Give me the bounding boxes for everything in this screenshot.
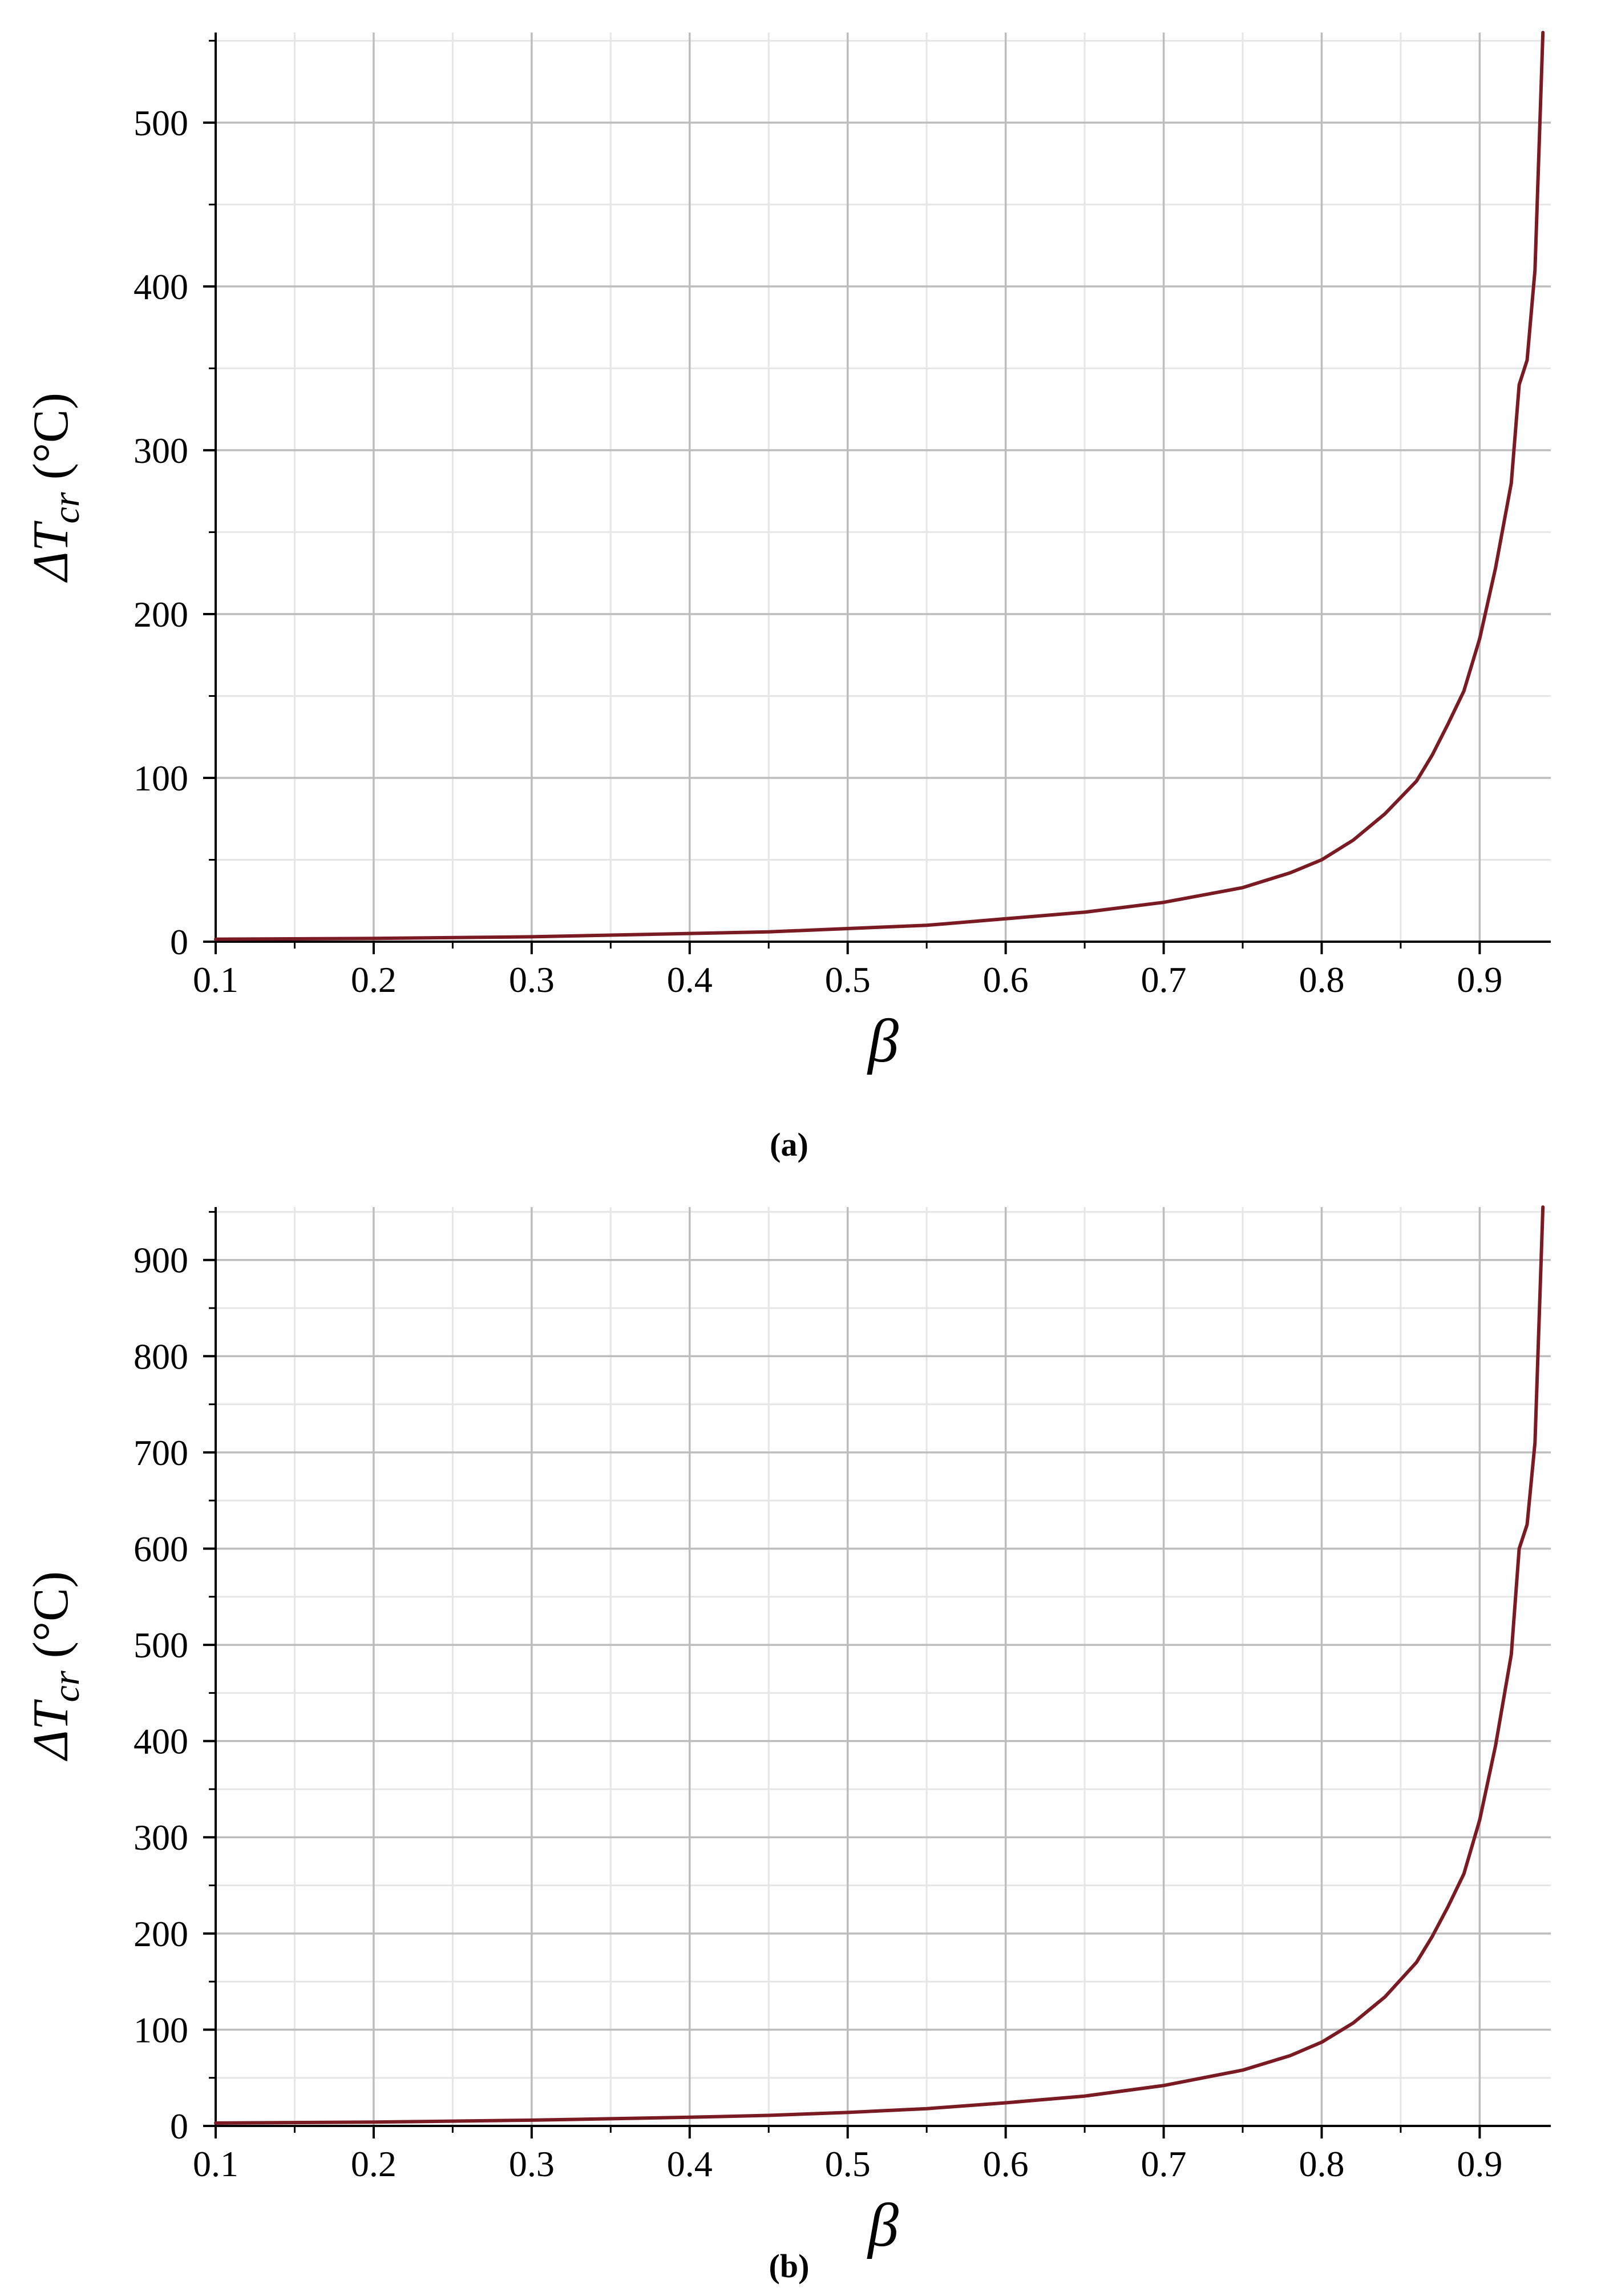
plot-area	[216, 33, 1551, 942]
x-tick-label: 0.1	[193, 959, 238, 1000]
y-tick-label: 100	[134, 2009, 188, 2050]
x-tick-label: 0.9	[1457, 959, 1502, 1000]
y-tick-label: 400	[134, 1721, 188, 1762]
y-tick-label: 300	[134, 1817, 188, 1858]
y-tick-label: 200	[134, 594, 188, 635]
x-tick-label: 0.5	[825, 959, 871, 1000]
chart-panel-b: 0.1 0.2 0.3 0.4 0.5 0.6 0.7 0.8 0.9 0 100 200 300 400…	[23, 1205, 1551, 2285]
x-tick-label: 0.8	[1299, 959, 1344, 1000]
x-tick-label: 0.6	[983, 959, 1029, 1000]
x-tick-label: 0.2	[351, 2144, 397, 2184]
panel-label: (b)	[769, 2247, 810, 2285]
series-line	[214, 31, 1545, 941]
chart-panel-a: 0.1 0.2 0.3 0.4 0.5 0.6 0.7 0.8 0.9 0 100 200 300 400…	[23, 31, 1551, 1163]
x-tick-label: 0.4	[667, 959, 713, 1000]
x-tick-label: 0.9	[1457, 2144, 1502, 2184]
x-axis-title: β	[867, 2192, 899, 2259]
x-tick-label: 0.3	[509, 959, 555, 1000]
y-tick-label: 400	[134, 267, 188, 307]
x-tick-label: 0.2	[351, 959, 397, 1000]
x-tick-label: 0.4	[667, 2144, 713, 2184]
y-tick-label: 700	[134, 1433, 188, 1473]
y-axis-title: ΔTcr (°C)	[23, 393, 87, 583]
y-tick-label: 200	[134, 1914, 188, 1954]
x-tick-label: 0.7	[1141, 2144, 1187, 2184]
y-tick-label: 300	[134, 430, 188, 471]
y-axis-title: ΔTcr (°C)	[23, 1571, 87, 1761]
series-line	[214, 1205, 1545, 2125]
y-tick-label: 500	[134, 1625, 188, 1665]
y-tick-label: 0	[170, 922, 188, 962]
x-axis-title: β	[867, 1007, 899, 1075]
x-tick-label: 0.7	[1141, 959, 1187, 1000]
y-tick-label: 600	[134, 1528, 188, 1569]
x-tick-label: 0.5	[825, 2144, 871, 2184]
y-tick-label: 0	[170, 2106, 188, 2146]
y-tick-label: 900	[134, 1240, 188, 1281]
x-tick-label: 0.6	[983, 2144, 1029, 2184]
plot-area	[216, 1207, 1551, 2126]
x-tick-label: 0.8	[1299, 2144, 1344, 2184]
x-tick-label: 0.1	[193, 2144, 238, 2184]
y-tick-label: 500	[134, 103, 188, 143]
y-tick-label: 800	[134, 1336, 188, 1377]
panel-label: (a)	[770, 1126, 808, 1163]
x-tick-label: 0.3	[509, 2144, 555, 2184]
y-tick-label: 100	[134, 758, 188, 798]
